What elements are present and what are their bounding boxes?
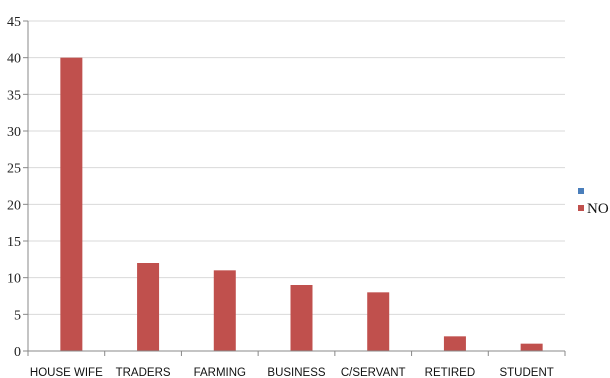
gridlines [28, 20, 565, 352]
y-tick-label: 10 [7, 272, 21, 287]
x-tick-label: TRADERS [116, 367, 171, 378]
y-tick-label: 45 [7, 15, 21, 30]
x-tick-label: HOUSE WIFE [30, 367, 103, 378]
y-tick-label: 15 [7, 235, 21, 250]
bars [60, 57, 543, 352]
y-tick-label: 40 [7, 52, 21, 67]
legend-swatch [578, 188, 584, 194]
y-axis-ticks: 0 5 10 15 20 25 30 35 40 45 [7, 15, 28, 360]
bar [137, 263, 160, 351]
bar [520, 343, 543, 351]
y-tick-label: 5 [14, 308, 21, 323]
x-axis-labels: HOUSE WIFE TRADERS FARMING BUSINESS C/SERVAN… [30, 367, 554, 378]
bar [290, 285, 313, 351]
legend-label: NO [587, 201, 609, 217]
bar [60, 57, 83, 352]
legend-swatch [578, 205, 584, 211]
bar [443, 336, 466, 351]
x-tick-label: C/SERVANT [341, 367, 406, 378]
x-tick-label: RETIRED [425, 367, 475, 378]
bar [213, 270, 236, 351]
legend: NO [578, 188, 609, 217]
y-tick-label: 20 [7, 198, 21, 213]
y-tick-label: 0 [14, 345, 21, 360]
y-tick-label: 35 [7, 88, 21, 103]
y-tick-label: 30 [7, 125, 21, 140]
bar [367, 292, 390, 351]
x-tick-label: STUDENT [499, 367, 553, 378]
y-tick-label: 25 [7, 162, 21, 177]
x-tick-label: BUSINESS [267, 367, 325, 378]
x-tick-label: FARMING [194, 367, 246, 378]
axes [27, 21, 566, 356]
